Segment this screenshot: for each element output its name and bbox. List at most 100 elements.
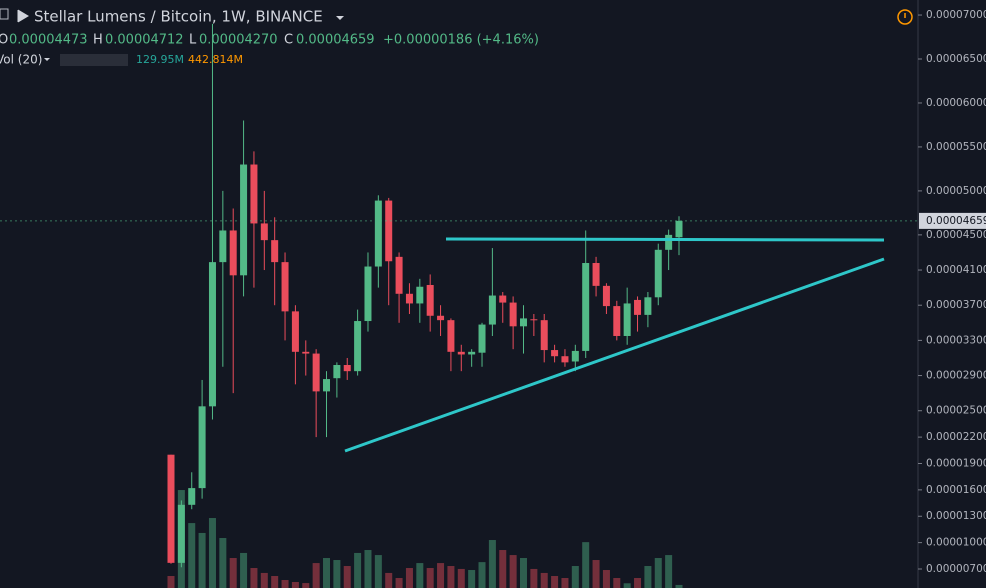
candle-body (437, 315, 445, 321)
y-tick-label: 0.00005500 (926, 141, 986, 153)
dropdown-arrow[interactable] (44, 58, 50, 61)
candle-body (488, 295, 496, 325)
volume-bar (219, 538, 227, 588)
ohlc-value: 0.00004712 (105, 33, 184, 48)
volume-bar (281, 580, 289, 588)
candle-body (405, 293, 413, 304)
candle-body (374, 200, 382, 267)
ohlc-key: L (189, 33, 197, 48)
candle-body (281, 262, 289, 312)
change: +0.00000186 (+4.16%) (383, 33, 539, 48)
volume-bar (374, 555, 382, 588)
candle-body (551, 350, 559, 357)
candle-body (644, 297, 652, 315)
candle-body (323, 379, 331, 392)
alert-icon[interactable] (897, 9, 913, 25)
candle-body (302, 351, 310, 354)
y-tick-label: 0.00001300 (926, 510, 986, 522)
volume-bar (509, 555, 517, 588)
volume-bar (260, 572, 268, 588)
candle-body (354, 321, 362, 372)
y-tick-label: 0.00003700 (926, 299, 986, 311)
y-tick-label: 0.00005000 (926, 185, 986, 197)
volume-bar (333, 560, 341, 588)
candle-body (613, 306, 621, 336)
y-tick-label: 0.00004500 (926, 229, 986, 241)
ohlc-key: C (284, 33, 293, 48)
indicator-buttons[interactable] (60, 54, 128, 66)
volume-bar (540, 572, 548, 588)
last-price-tag (919, 212, 986, 229)
volume-value: 129.95M (136, 53, 184, 66)
candle-body (561, 356, 569, 363)
y-tick-label: 0.00004100 (926, 264, 986, 276)
volume-bar (405, 568, 413, 588)
candle-body (675, 220, 683, 238)
candle-body (582, 263, 590, 351)
candle-body (333, 365, 341, 379)
ohlc-value: 0.00004473 (9, 33, 88, 48)
volume-label[interactable]: Vol (20) (0, 53, 42, 67)
symbol-icon (17, 9, 29, 23)
volume-bar (208, 518, 216, 588)
volume-bar (426, 568, 434, 588)
volume-bar (571, 566, 579, 588)
ohlc-value: 0.00004659 (296, 33, 375, 48)
candle-body (592, 263, 600, 286)
volume-bar (613, 578, 621, 588)
ohlc-key: O (0, 33, 8, 48)
candle-body (312, 353, 320, 392)
y-tick-label: 0.00000700 (926, 563, 986, 575)
candle-body (208, 262, 216, 407)
volume-bar (312, 563, 320, 588)
candle-body (167, 454, 175, 563)
y-tick-label: 0.00002900 (926, 370, 986, 382)
volume-bar (468, 570, 476, 588)
candle-body (634, 299, 642, 315)
candle-body (271, 240, 279, 263)
trendline-support (344, 257, 885, 453)
symbol-title[interactable]: Stellar Lumens / Bitcoin, 1W, BINANCE (34, 8, 323, 26)
candle-body (499, 295, 507, 303)
candle-body (260, 223, 268, 241)
candle-body (457, 351, 465, 355)
volume-bar (623, 583, 631, 588)
volume-bar (385, 572, 393, 588)
y-tick-label: 0.00006000 (926, 97, 986, 109)
volume-bar (602, 570, 610, 588)
menu-icon[interactable] (0, 8, 9, 20)
dropdown-arrow[interactable] (336, 16, 344, 20)
candle-body (240, 164, 248, 276)
volume-bar (592, 560, 600, 588)
volume-bar (343, 566, 351, 588)
candle-body (198, 406, 206, 489)
candle-body (602, 285, 610, 307)
candle-body (229, 230, 237, 276)
volume-bar (240, 552, 248, 588)
candle-body (219, 230, 227, 263)
candle-body (364, 266, 372, 322)
volume-bar (395, 578, 403, 588)
volume-bar (229, 558, 237, 588)
volume-bar (437, 563, 445, 588)
volume-bar (644, 566, 652, 588)
volume-bar (582, 542, 590, 588)
candle-body (343, 365, 351, 372)
candle-body (177, 504, 185, 563)
candle-body (250, 164, 258, 224)
trendline-resistance (445, 237, 885, 242)
volume-bar (250, 568, 258, 588)
candle-body (291, 311, 299, 352)
volume-bar (478, 562, 486, 588)
y-tick-label: 0.00006500 (926, 53, 986, 65)
volume-bar (302, 583, 310, 588)
candle-body (665, 234, 673, 250)
y-tick-label: 0.00002200 (926, 431, 986, 443)
candle-body (540, 320, 548, 351)
volume-bar (447, 566, 455, 588)
y-tick-label: 0.00001000 (926, 537, 986, 549)
volume-bar (271, 576, 279, 588)
candle-body (447, 320, 455, 352)
volume-bar (188, 523, 196, 588)
